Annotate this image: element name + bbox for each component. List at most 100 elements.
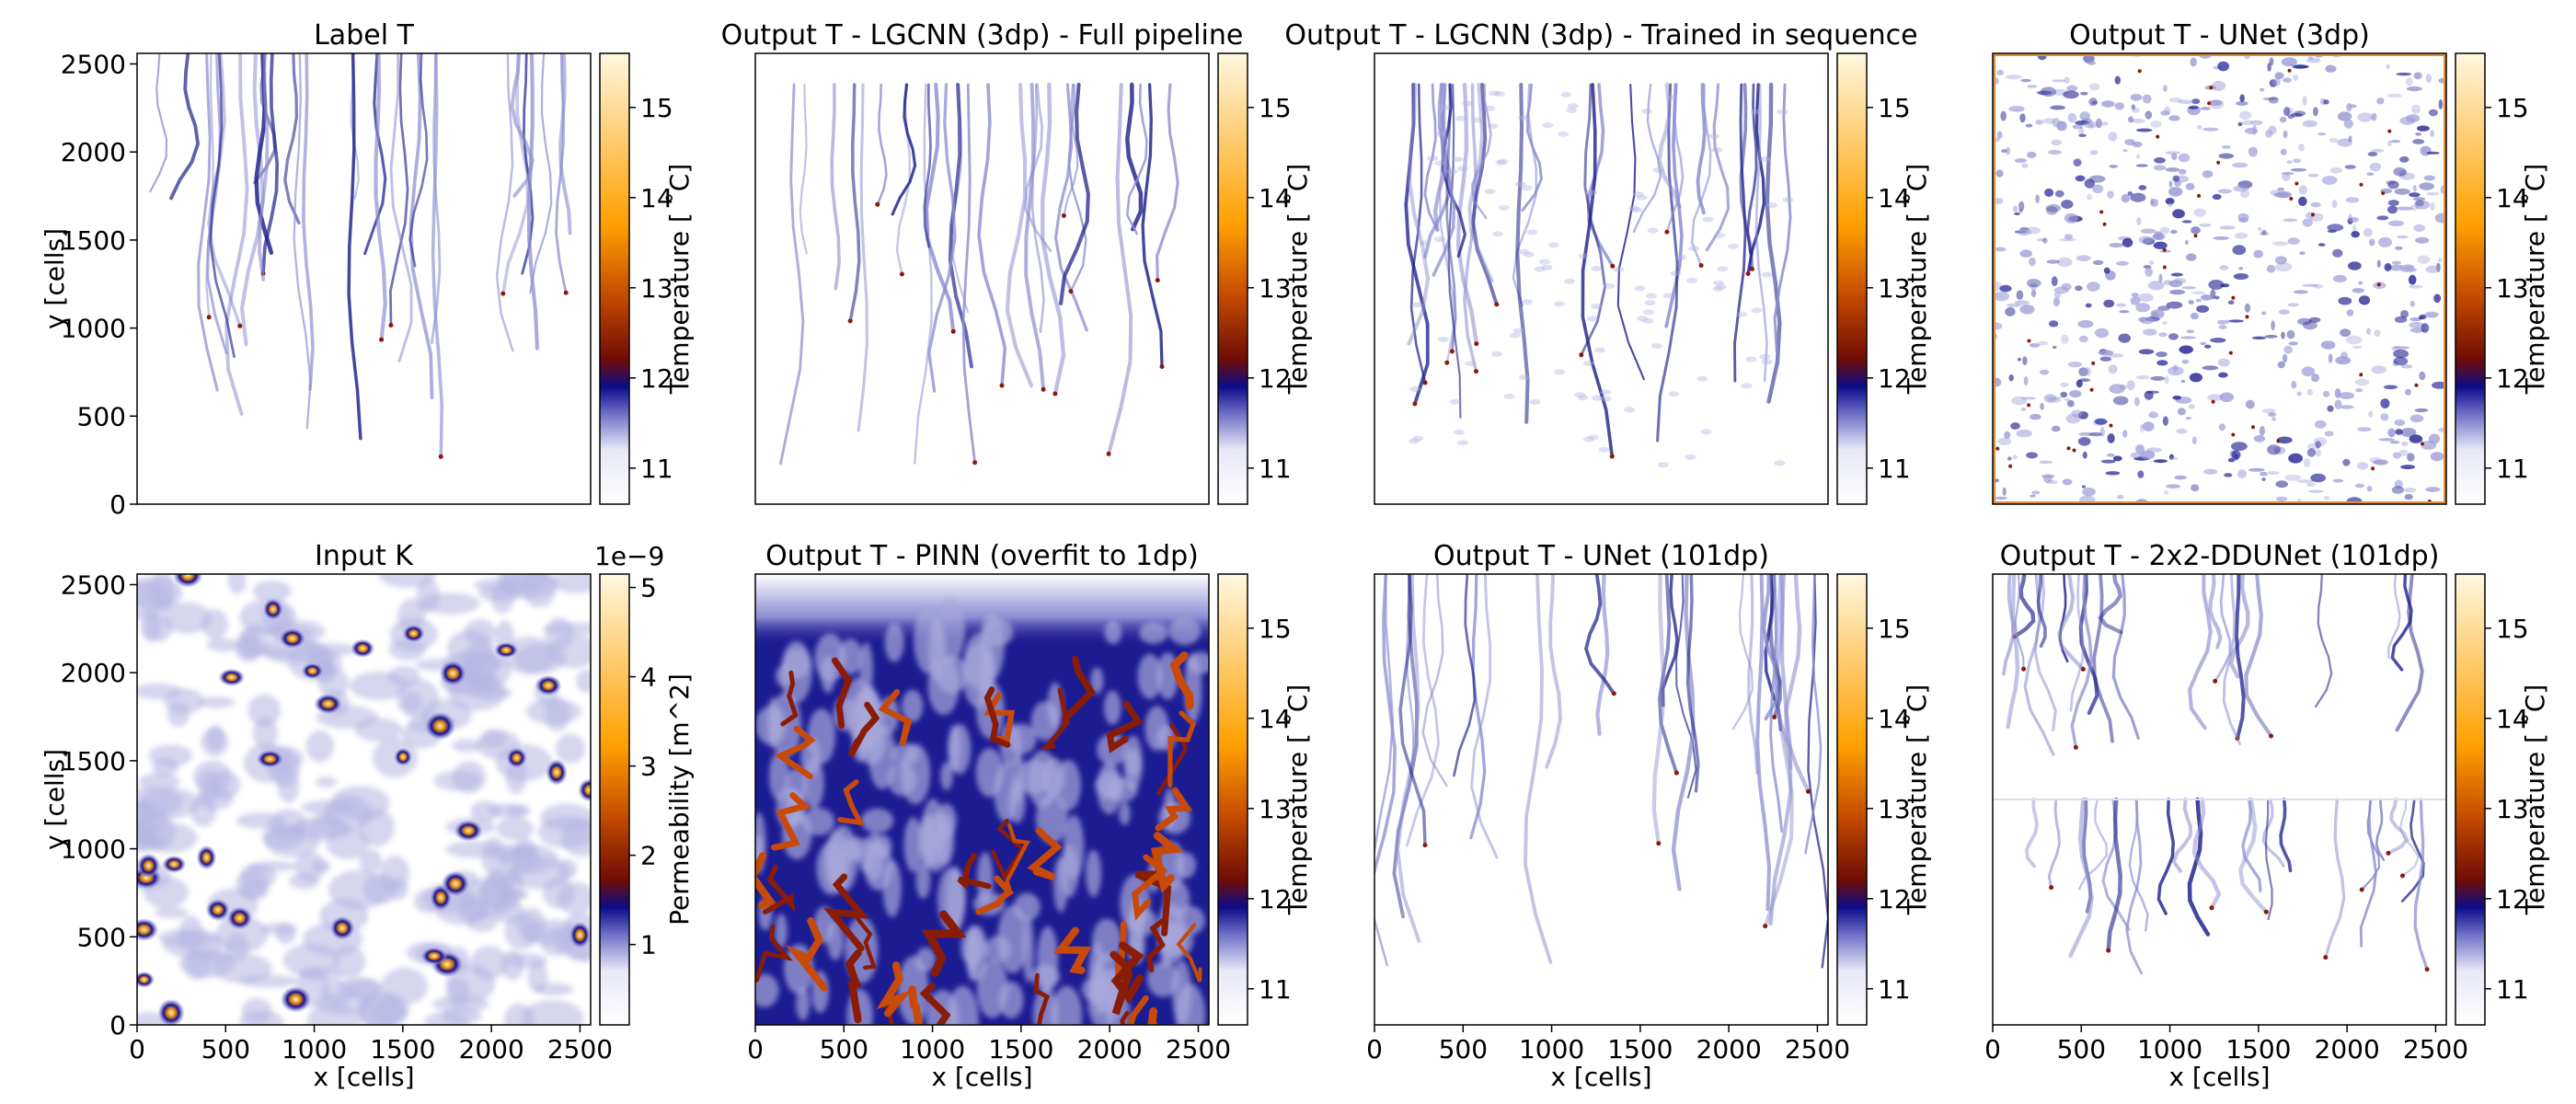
- noise-mark: [1995, 496, 2007, 500]
- plume-tip-mark: [1610, 263, 1616, 269]
- noise-mark: [2060, 382, 2069, 387]
- colorbar-tick-label: 2: [640, 841, 657, 871]
- noise-mark: [2072, 124, 2084, 130]
- noise-mark: [2165, 167, 2180, 172]
- plume-mark: [1409, 83, 1427, 385]
- x-tick-label: 1500: [370, 1034, 435, 1064]
- permeability-low-mark: [261, 823, 305, 850]
- noise-mark: [2327, 229, 2337, 233]
- noise-mark: [1567, 103, 1579, 109]
- permeability-high-mark: [546, 758, 568, 787]
- pinn-hot-mark: [1155, 787, 1193, 832]
- plume-mark: [961, 83, 976, 465]
- colorbar-gradient: [1836, 573, 1868, 1026]
- noise-mark: [2376, 98, 2385, 105]
- noise-mark: [2210, 338, 2226, 343]
- noise-mark: [2173, 278, 2187, 284]
- plume-tip-mark: [1474, 369, 1478, 374]
- noise-mark: [1686, 277, 1697, 283]
- noise-mark: [2114, 75, 2121, 85]
- plume-mark: [2106, 797, 2122, 953]
- colorbar-tick-label: 12: [2496, 363, 2529, 394]
- colorbar-offset-label: 1e−9: [594, 541, 664, 571]
- noise-mark: [1529, 398, 1541, 405]
- noise-mark: [2393, 346, 2410, 350]
- permeability-high-mark: [402, 624, 426, 643]
- noise-mark: [2400, 465, 2416, 470]
- noise-mark: [2005, 75, 2022, 80]
- noise-mark: [2401, 364, 2413, 369]
- noise-mark: [2035, 194, 2040, 204]
- plume-mark: [1447, 83, 1462, 419]
- plume-mark: [2068, 797, 2094, 959]
- noise-mark: [2293, 64, 2309, 69]
- noise-mark: [1554, 369, 1566, 375]
- noise-mark: [1472, 117, 1484, 123]
- noise-mark: [1760, 156, 1772, 163]
- noise-mark: [1994, 291, 2010, 302]
- noise-mark: [2030, 494, 2036, 498]
- noise-mark: [2438, 98, 2444, 109]
- noise-mark: [2308, 56, 2314, 60]
- noise-mark: [2061, 334, 2069, 344]
- noise-mark: [2166, 301, 2183, 309]
- noise-mark: [1409, 386, 1421, 392]
- colorbar-tick-label: 3: [640, 752, 657, 782]
- noise-mark: [1996, 131, 2003, 139]
- colorbar: 11 12 13 14 15 Temperature [ ˚C]: [1836, 52, 1932, 505]
- x-tick-label: 2000: [2315, 1034, 2380, 1064]
- noise-mark: [2040, 86, 2056, 97]
- noise-mark: [2425, 265, 2440, 273]
- noise-hot-mark: [2228, 351, 2233, 355]
- noise-mark: [2044, 188, 2054, 197]
- noise-mark: [2177, 408, 2186, 416]
- noise-mark: [1598, 446, 1610, 453]
- pinn-pale-mark: [935, 655, 969, 694]
- colorbar-tick-label: 12: [2496, 884, 2529, 914]
- noise-mark: [2081, 485, 2087, 489]
- noise-mark: [2134, 444, 2145, 454]
- noise-mark: [2191, 226, 2201, 235]
- noise-mark: [2150, 121, 2162, 128]
- noise-mark: [2424, 311, 2439, 317]
- noise-mark: [1564, 278, 1575, 284]
- plume-mark: [408, 53, 429, 268]
- noise-mark: [2281, 331, 2285, 339]
- noise-mark: [2426, 191, 2440, 196]
- noise-mark: [1518, 374, 1530, 381]
- noise-mark: [2112, 455, 2122, 462]
- permeability-low-mark: [350, 671, 408, 701]
- plume-tip-mark: [2080, 666, 2086, 672]
- noise-hot-mark: [2137, 69, 2142, 74]
- pinn-pale-mark: [1041, 757, 1065, 797]
- noise-mark: [1517, 115, 1529, 121]
- noise-mark: [2409, 284, 2423, 289]
- noise-mark: [1644, 300, 1656, 306]
- x-axis-label: x [cells]: [931, 1062, 1032, 1092]
- noise-mark: [2014, 158, 2027, 163]
- permeability-low-mark: [305, 730, 335, 763]
- noise-mark: [2395, 246, 2403, 250]
- noise-mark: [2200, 107, 2211, 110]
- colorbar-tick-label: 11: [1878, 454, 1911, 484]
- pinn-pale-mark: [900, 743, 931, 805]
- noise-mark: [2348, 217, 2360, 223]
- plume-mark: [2128, 798, 2149, 932]
- noise-hot-mark: [2027, 403, 2031, 408]
- noise-mark: [2048, 320, 2059, 328]
- noise-mark: [2030, 283, 2038, 290]
- noise-mark: [2165, 151, 2180, 155]
- noise-mark: [2283, 345, 2293, 354]
- noise-mark: [1591, 395, 1603, 401]
- noise-mark: [2098, 350, 2114, 356]
- noise-mark: [2317, 243, 2326, 247]
- noise-mark: [2188, 300, 2194, 305]
- noise-hot-mark: [2311, 213, 2315, 217]
- noise-mark: [1437, 337, 1449, 342]
- noise-mark: [2392, 452, 2401, 459]
- noise-mark: [2357, 112, 2374, 122]
- plume-tip-mark: [899, 271, 904, 277]
- plume-mark: [2399, 798, 2420, 877]
- noise-mark: [2168, 187, 2183, 197]
- pinn-hot-mark: [1156, 723, 1188, 796]
